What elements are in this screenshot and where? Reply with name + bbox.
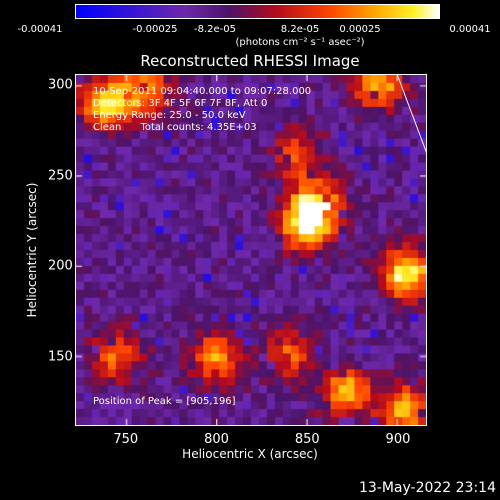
y-tick-label: 150 xyxy=(48,349,73,365)
colorbar-tick-label: -8.2e-05 xyxy=(194,24,236,35)
x-tick-label: 850 xyxy=(294,432,320,447)
annotation-counts: Clean Total counts: 4.35E+03 xyxy=(93,122,257,133)
y-axis-label: Heliocentric Y (arcsec) xyxy=(25,182,39,318)
colorbar-tick-label: -0.00041 xyxy=(17,24,63,35)
annotation-detectors: Detectors: 3F 4F 5F 6F 7F 8F, Att 0 xyxy=(93,98,268,109)
peak-position-label: Position of Peak = [905,196] xyxy=(93,396,236,407)
plot-date: 13-May-2022 23:14 xyxy=(358,480,496,496)
chart-title: Reconstructed RHESSI Image xyxy=(140,52,360,70)
colorbar xyxy=(75,4,440,19)
x-axis-label: Heliocentric X (arcsec) xyxy=(182,447,318,461)
x-tick-label: 900 xyxy=(385,432,411,447)
y-tick-label: 250 xyxy=(48,168,73,184)
annotation-energy: Energy Range: 25.0 - 50.0 keV xyxy=(93,110,246,121)
y-tick-label: 200 xyxy=(48,258,73,274)
colorbar-tick-label: 0.00041 xyxy=(449,24,491,35)
limb-line xyxy=(396,74,427,155)
x-tick-label: 750 xyxy=(113,432,139,447)
colorbar-tick-label: 0.00025 xyxy=(339,24,381,35)
heatmap-image xyxy=(75,74,427,426)
annotation-time: 10-Sep-2011 09:04:40.000 to 09:07:28.000 xyxy=(93,86,312,97)
y-tick-label: 300 xyxy=(48,77,73,93)
colorbar-tick-label: 8.2e-05 xyxy=(280,24,320,35)
colorbar-unit: (photons cm⁻² s⁻¹ asec⁻²) xyxy=(235,37,365,48)
colorbar-tick-label: -0.00025 xyxy=(132,24,178,35)
x-tick-label: 800 xyxy=(204,432,229,447)
